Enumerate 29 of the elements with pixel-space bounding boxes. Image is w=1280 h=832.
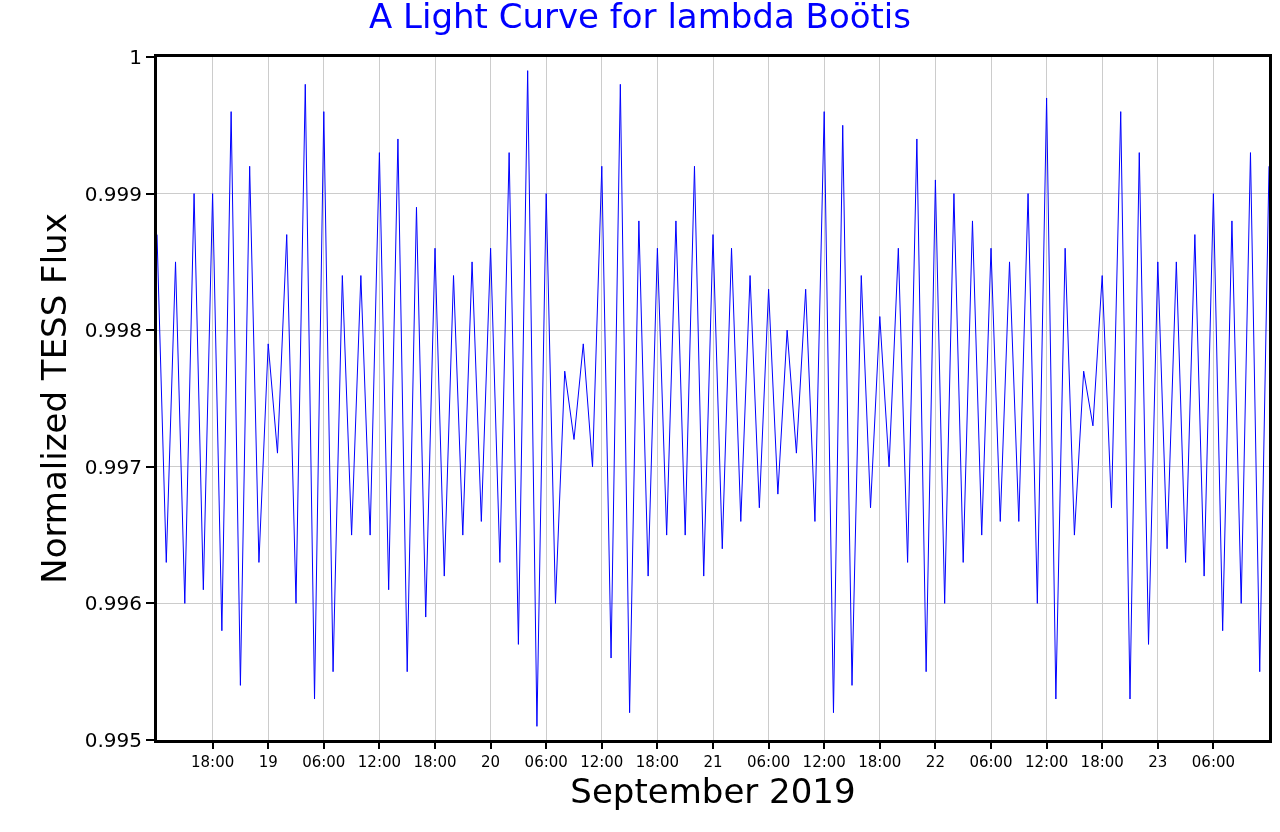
x-tick-label: 18:00 xyxy=(1080,753,1124,771)
x-tick-label: 22 xyxy=(925,753,945,771)
x-tick-label: 12:00 xyxy=(580,753,624,771)
x-tick-label: 12:00 xyxy=(357,753,402,771)
chart-title: A Light Curve for lambda Boötis xyxy=(368,0,912,36)
x-tick-label: 18:00 xyxy=(635,753,680,771)
x-tick-label: 06:00 xyxy=(969,753,1013,771)
x-tick-label: 18:00 xyxy=(413,753,457,771)
x-tick-label: 12:00 xyxy=(1024,753,1069,771)
x-axis-title: September 2019 xyxy=(570,771,856,811)
y-tick-label: 0.997 xyxy=(84,454,142,479)
x-tick-label: 06:00 xyxy=(524,753,568,771)
y-tick-label: 1 xyxy=(129,45,142,69)
y-tick-label: 0.999 xyxy=(84,181,142,206)
x-tick-label: 18:00 xyxy=(858,753,902,771)
x-tick-label: 06:00 xyxy=(302,753,346,771)
y-tick-label: 0.995 xyxy=(84,728,142,752)
y-tick-label: 0.996 xyxy=(84,591,142,616)
x-tick-label: 12:00 xyxy=(802,753,846,771)
x-tick-label: 19 xyxy=(258,753,278,771)
x-tick-label: 20 xyxy=(481,753,501,771)
line-series xyxy=(157,70,1269,727)
y-axis-title: Normalized TESS Flux xyxy=(34,213,75,584)
x-tick-label: 21 xyxy=(703,753,723,771)
y-tick-label: 0.998 xyxy=(84,318,142,343)
x-tick-label: 06:00 xyxy=(1191,753,1236,771)
x-tick-label: 18:00 xyxy=(190,753,235,771)
x-tick-label: 06:00 xyxy=(746,753,791,771)
x-tick-label: 23 xyxy=(1148,753,1168,771)
